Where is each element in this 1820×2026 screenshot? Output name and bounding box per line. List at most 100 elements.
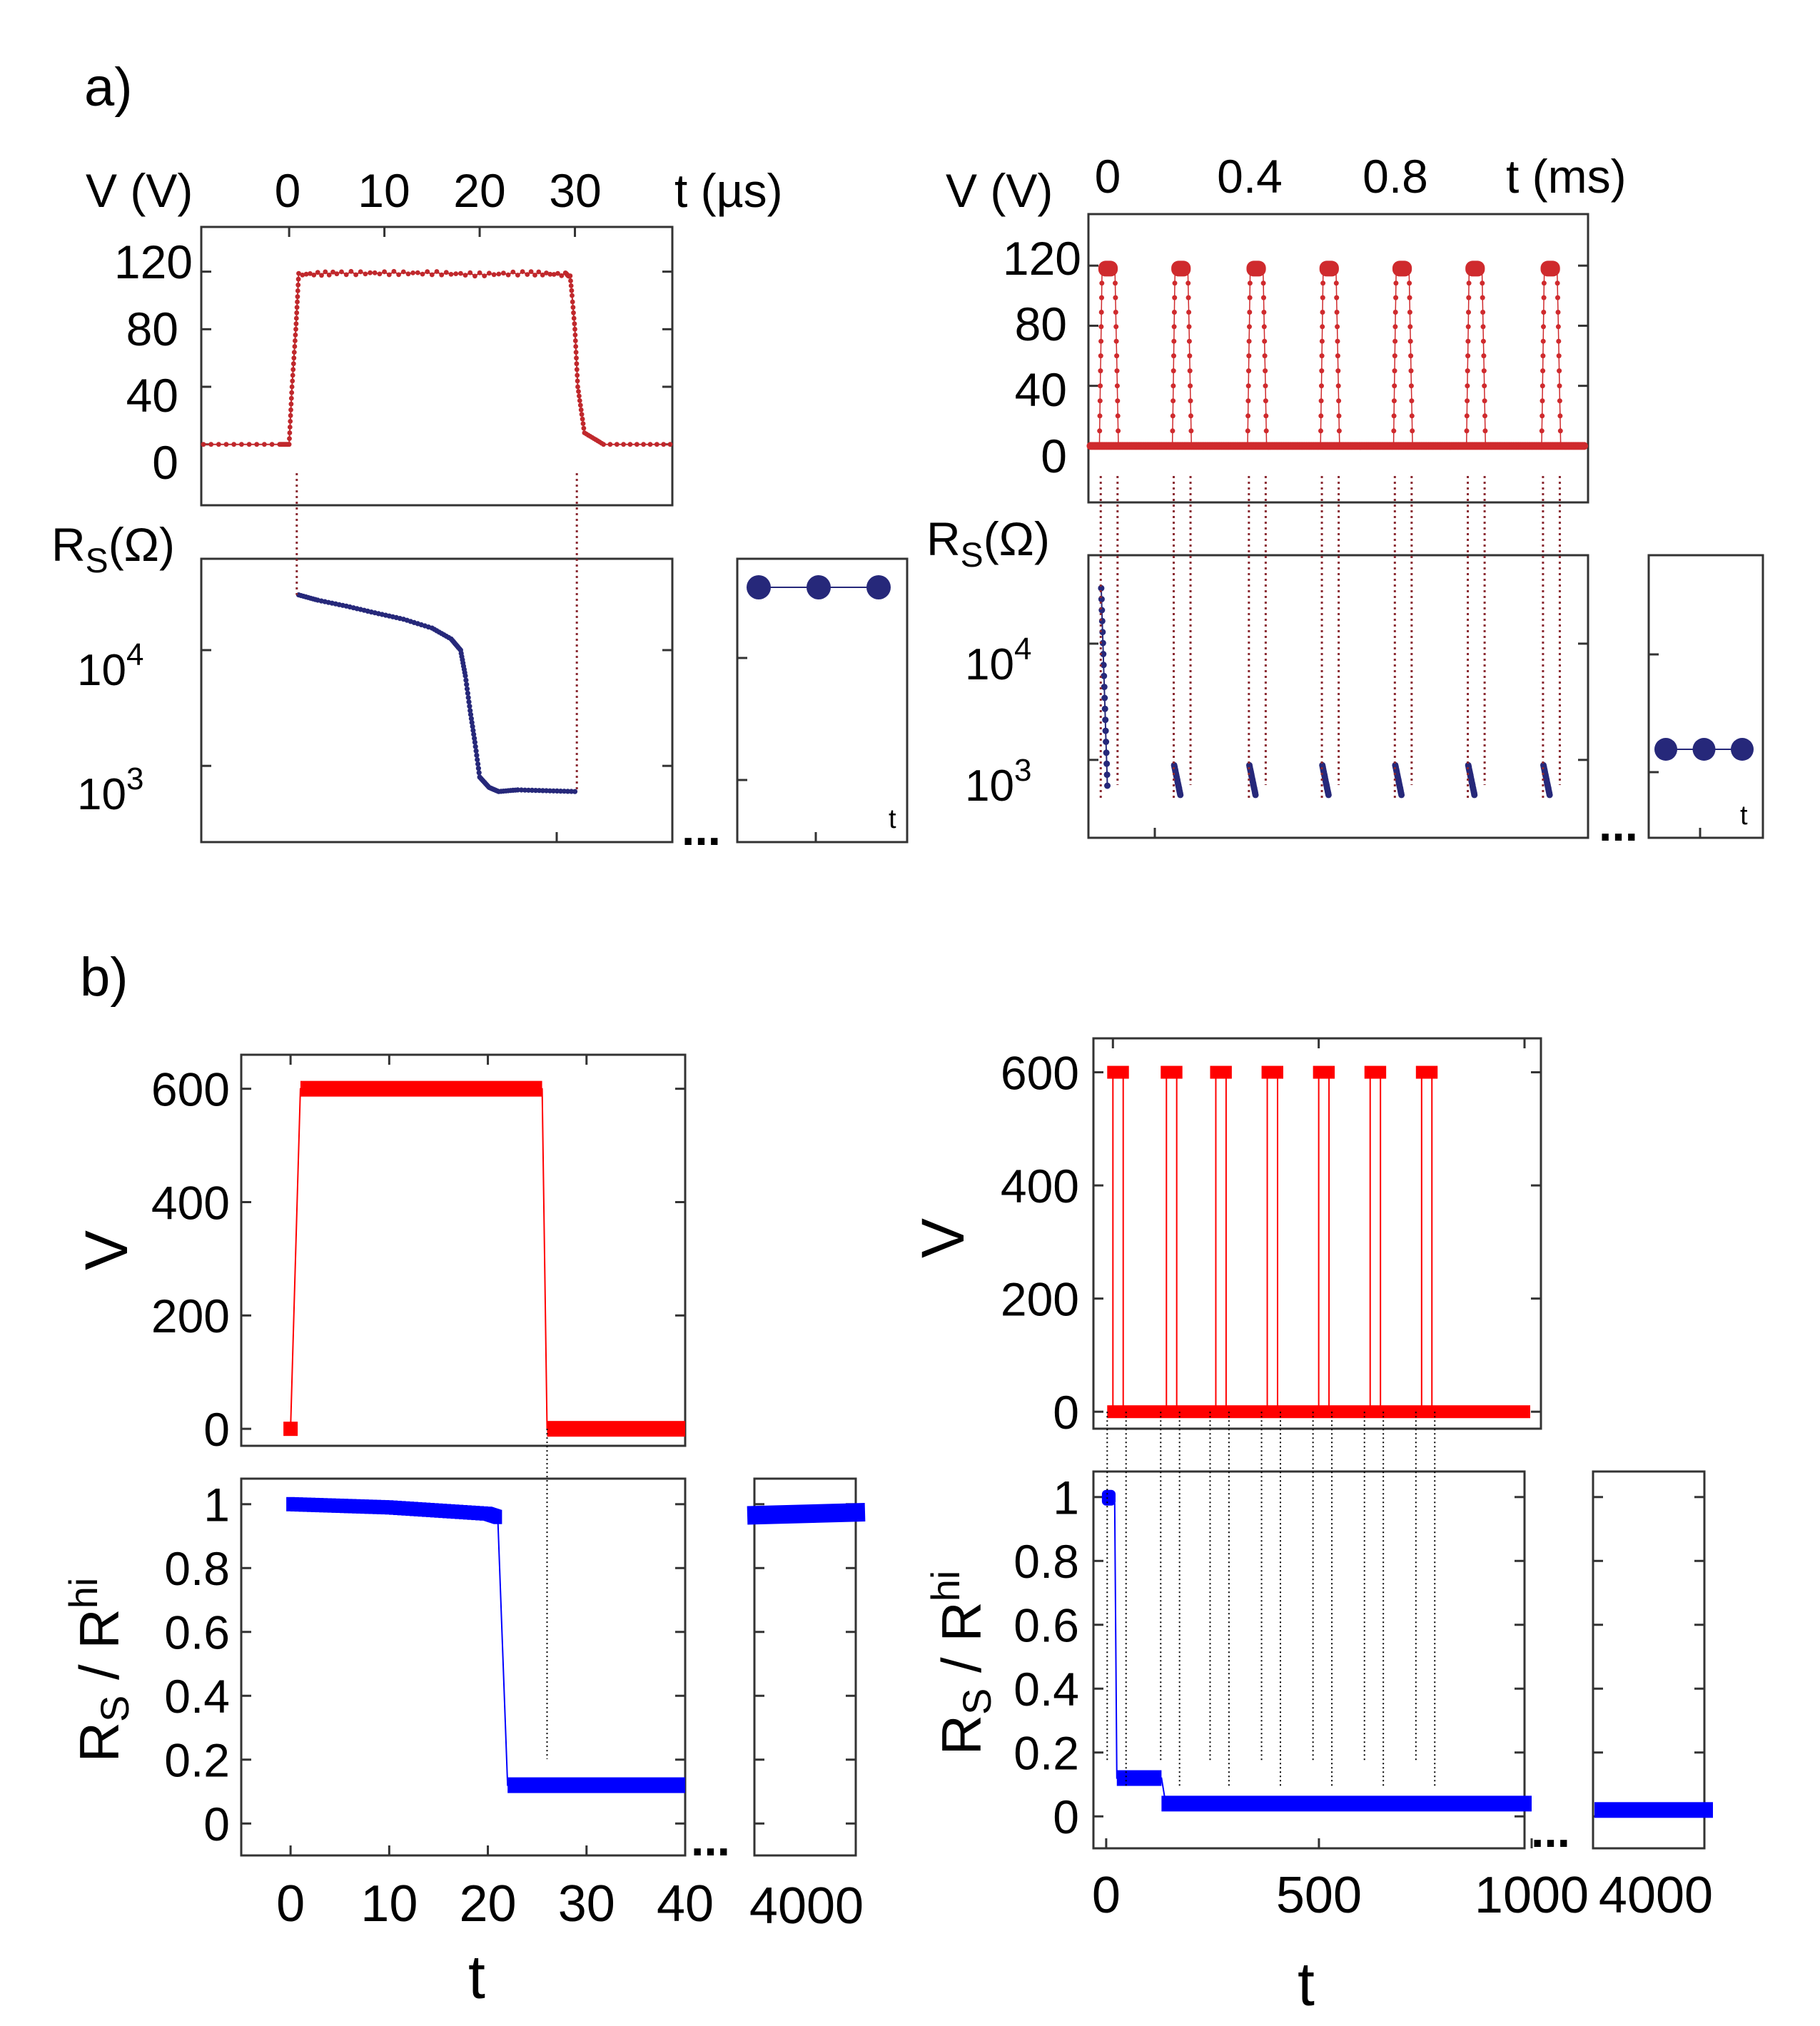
data-point <box>372 270 378 275</box>
data-point <box>1171 338 1177 344</box>
data-point <box>1325 791 1332 799</box>
data-point <box>443 270 449 275</box>
y-tick-label: 120 <box>114 235 193 288</box>
data-point <box>1555 295 1560 300</box>
data-point <box>1557 428 1563 434</box>
y-axis-label: RS / Rhi <box>61 1578 137 1763</box>
y-tick-label: 80 <box>126 303 178 355</box>
data-point <box>468 716 475 721</box>
y-ticks: 120 80 40 0 <box>114 235 193 489</box>
data-point <box>1263 428 1269 434</box>
data-point <box>501 270 506 276</box>
data-point <box>1408 353 1414 359</box>
data-point <box>1465 368 1470 374</box>
data-point <box>520 269 525 274</box>
data-point <box>654 442 659 447</box>
data-point <box>288 395 294 401</box>
data-point <box>439 272 445 278</box>
y-ticks: 0 0.2 0.4 0.6 0.8 1 <box>164 1479 230 1850</box>
data-point <box>607 442 613 447</box>
data-point <box>1557 413 1563 419</box>
data-point <box>807 575 831 599</box>
y-ticks: 0 0.2 0.4 0.6 0.8 1 <box>1013 1472 1079 1843</box>
data-point <box>1408 368 1414 374</box>
data-point <box>1465 398 1470 404</box>
data-point <box>574 355 579 361</box>
data-point <box>1541 295 1547 300</box>
data-point <box>1333 280 1339 286</box>
pulse-top <box>1415 1065 1438 1079</box>
x-tick-label: 0 <box>275 164 301 217</box>
plot-frame <box>1592 1470 1706 1850</box>
data-point <box>1335 353 1340 359</box>
data-point <box>458 270 463 276</box>
a-left-resistance-chart: RS(Ω) 104 103 <box>51 518 674 844</box>
data-point <box>1103 739 1110 745</box>
data-point <box>348 268 354 274</box>
series-marks <box>1593 1496 1713 1818</box>
data-point <box>1466 280 1472 286</box>
data-point <box>1319 368 1325 374</box>
data-point <box>1482 398 1487 404</box>
y-tick-label: 104 <box>77 637 143 695</box>
y-tick-label: 0 <box>1041 430 1067 482</box>
data-point <box>572 333 578 338</box>
pulse-top <box>1261 1065 1283 1079</box>
x-tick-label: 4000 <box>1599 1867 1713 1924</box>
data-point <box>1554 280 1560 286</box>
pulse-top <box>1313 1065 1335 1079</box>
x-axis-label: t <box>468 1943 485 2012</box>
x-tick-label: 30 <box>549 164 601 217</box>
y-tick-label: 0.8 <box>1013 1535 1079 1588</box>
data-point <box>1097 398 1103 404</box>
y-tick-label: 104 <box>965 632 1031 689</box>
data-point <box>208 442 214 447</box>
y-tick-label: 1 <box>1053 1472 1079 1524</box>
data-point <box>1410 443 1415 449</box>
a-right-inset-chart: t <box>1647 554 1764 839</box>
data-point <box>571 310 576 315</box>
data-point <box>1319 353 1325 359</box>
dotted-connectors <box>1099 476 1561 799</box>
data-point <box>295 299 300 305</box>
data-point <box>469 719 475 726</box>
data-point <box>396 272 401 278</box>
y-tick-label: 600 <box>1001 1046 1079 1099</box>
series-marks <box>1649 653 1754 838</box>
data-point <box>1247 280 1253 286</box>
data-point <box>1099 639 1106 647</box>
data-point <box>1098 324 1104 330</box>
data-point <box>363 271 368 277</box>
data-point <box>1482 428 1488 434</box>
data-point <box>581 425 587 431</box>
data-point <box>544 270 549 275</box>
data-point <box>1170 443 1176 449</box>
y-tick-label: 0 <box>1053 1386 1079 1439</box>
data-point <box>1102 727 1109 734</box>
data-point <box>1481 353 1487 359</box>
data-point <box>1482 383 1487 389</box>
y-tick-label: 0.2 <box>164 1734 230 1787</box>
data-point <box>1098 584 1105 592</box>
ellipsis: ... <box>691 1813 730 1865</box>
data-point <box>1398 791 1405 799</box>
data-point <box>472 739 478 745</box>
data-point <box>661 442 667 447</box>
data-point <box>472 273 477 279</box>
series-line <box>290 1503 685 1786</box>
data-point <box>1391 413 1397 419</box>
data-point <box>1100 651 1107 657</box>
data-point <box>532 273 537 278</box>
data-point <box>1113 280 1118 286</box>
data-point <box>368 270 373 275</box>
data-point <box>467 270 473 275</box>
x-ticks: 0 10 20 30 40 <box>276 1875 714 1933</box>
data-point <box>467 708 473 714</box>
pulse-top <box>300 1080 542 1097</box>
data-point <box>464 682 470 687</box>
data-point <box>1116 428 1121 434</box>
b-right-voltage-chart: V 0 200 400 600 <box>909 1037 1542 1439</box>
y-tick-label: 0.6 <box>164 1606 230 1659</box>
data-point <box>1185 295 1191 300</box>
